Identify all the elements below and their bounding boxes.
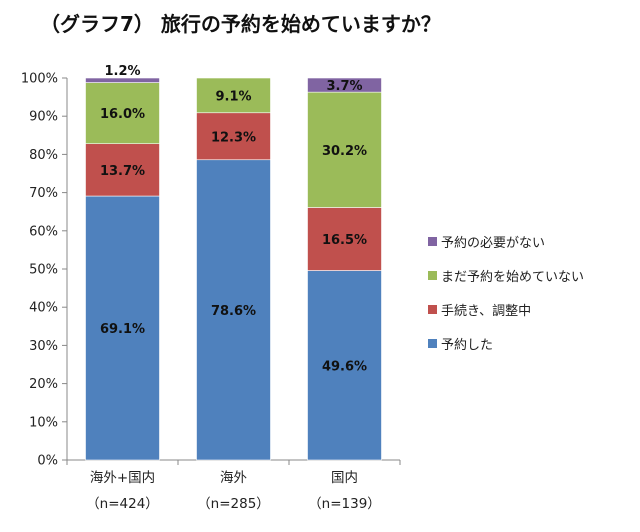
legend-swatch	[428, 304, 437, 314]
legend: 予約の必要がない まだ予約を始めていない 手続き、調整中 予約した	[428, 234, 584, 370]
bar-segment	[196, 77, 271, 114]
category-label: 国内	[331, 470, 358, 486]
data-label: 13.7%	[100, 164, 145, 179]
y-tick-label: 30%	[29, 339, 58, 354]
data-label: 69.1%	[100, 322, 145, 337]
y-tick-label: 80%	[29, 148, 58, 163]
bar-segment	[85, 77, 160, 83]
bar-segment	[307, 77, 382, 93]
data-label: 30.2%	[322, 144, 367, 159]
legend-swatch	[428, 236, 437, 246]
y-tick-label: 0%	[37, 454, 58, 469]
data-label: 78.6%	[211, 304, 256, 319]
data-label: 49.6%	[322, 359, 367, 374]
data-label: 12.3%	[211, 130, 256, 145]
category-count-label: （n=424）	[86, 496, 159, 512]
legend-item-no-need: 予約の必要がない	[428, 234, 584, 251]
y-tick-label: 40%	[29, 301, 58, 316]
data-label: 16.5%	[322, 233, 367, 248]
category-label: 海外	[220, 470, 247, 486]
legend-label: 予約の必要がない	[441, 235, 546, 251]
data-label: 1.2%	[104, 64, 140, 79]
y-tick-label: 90%	[29, 110, 58, 125]
category-label: 海外+国内	[90, 470, 155, 486]
bar-segment	[85, 195, 160, 461]
bar-segment	[85, 143, 160, 197]
bar-segment	[85, 82, 160, 145]
legend-item-not-started: まだ予約を始めていない	[428, 268, 585, 285]
legend-swatch	[428, 270, 437, 280]
legend-label: 手続き、調整中	[441, 303, 532, 319]
category-count-label: （n=285）	[197, 496, 270, 512]
y-tick-label: 60%	[29, 224, 58, 239]
y-tick-label: 100%	[21, 72, 58, 87]
legend-swatch	[428, 338, 437, 348]
bar-segment	[307, 270, 382, 461]
y-tick-label: 20%	[29, 377, 58, 392]
data-label: 9.1%	[215, 89, 251, 104]
y-tick-label: 10%	[29, 415, 58, 430]
legend-item-booked: 予約した	[428, 336, 584, 353]
chart-title: （グラフ7） 旅行の予約を始めていますか？	[40, 12, 441, 36]
legend-label: 予約した	[441, 337, 494, 353]
bar-segment	[307, 207, 382, 271]
bar-segment	[307, 91, 382, 208]
y-tick-label: 70%	[29, 186, 58, 201]
bar-segment	[196, 159, 271, 461]
bar-segment	[196, 112, 271, 161]
legend-item-in-progress: 手続き、調整中	[428, 302, 584, 319]
category-count-label: （n=139）	[308, 496, 381, 512]
data-label: 16.0%	[100, 107, 145, 122]
y-tick-label: 50%	[29, 263, 58, 278]
legend-label: まだ予約を始めていない	[441, 269, 585, 285]
data-label: 3.7%	[326, 79, 362, 94]
